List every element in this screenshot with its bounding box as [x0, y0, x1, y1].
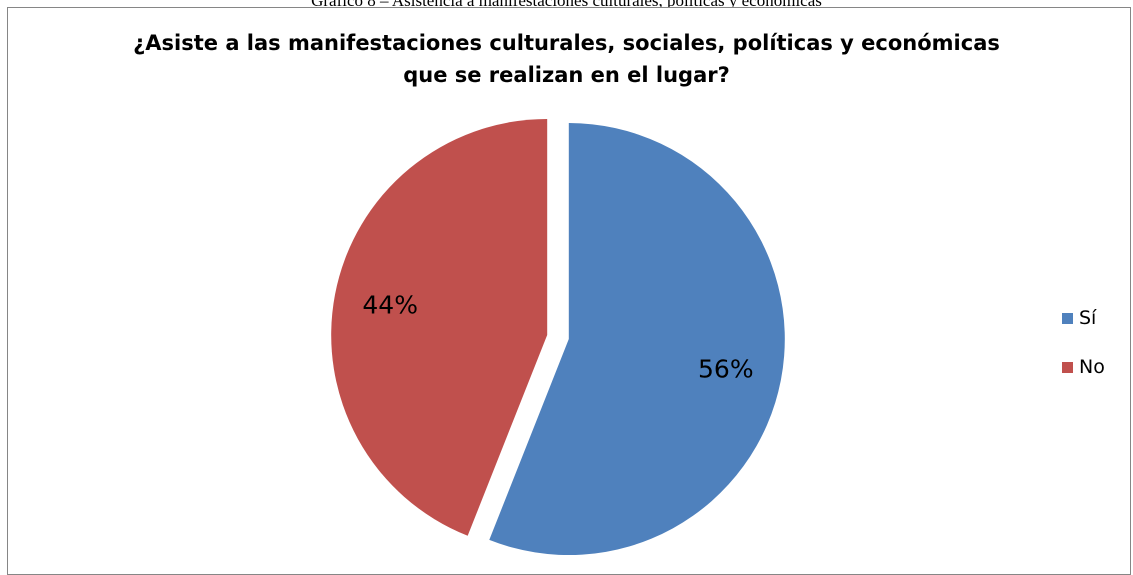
- chart-title-line-2: que se realizan en el lugar?: [403, 63, 730, 87]
- chart-title: ¿Asiste a las manifestaciones culturales…: [0, 27, 1133, 91]
- legend-swatch-si: [1062, 312, 1073, 324]
- chart-title-line-1: ¿Asiste a las manifestaciones culturales…: [133, 31, 1000, 55]
- pie-slice-no: [331, 118, 548, 536]
- legend-label-si: Sí: [1079, 307, 1097, 329]
- legend-item-no: No: [1062, 351, 1105, 383]
- legend-label-no: No: [1079, 356, 1105, 378]
- legend-swatch-no: [1062, 361, 1073, 373]
- data-label-no: 44%: [362, 290, 418, 319]
- pie-slice-si: [489, 123, 785, 556]
- data-label-si: 56%: [698, 355, 754, 384]
- legend-item-si: Sí: [1062, 302, 1105, 334]
- chart-legend: Sí No: [1062, 302, 1105, 400]
- figure-caption: Gráfico 8 – Asistencia a manifestaciones…: [311, 0, 822, 10]
